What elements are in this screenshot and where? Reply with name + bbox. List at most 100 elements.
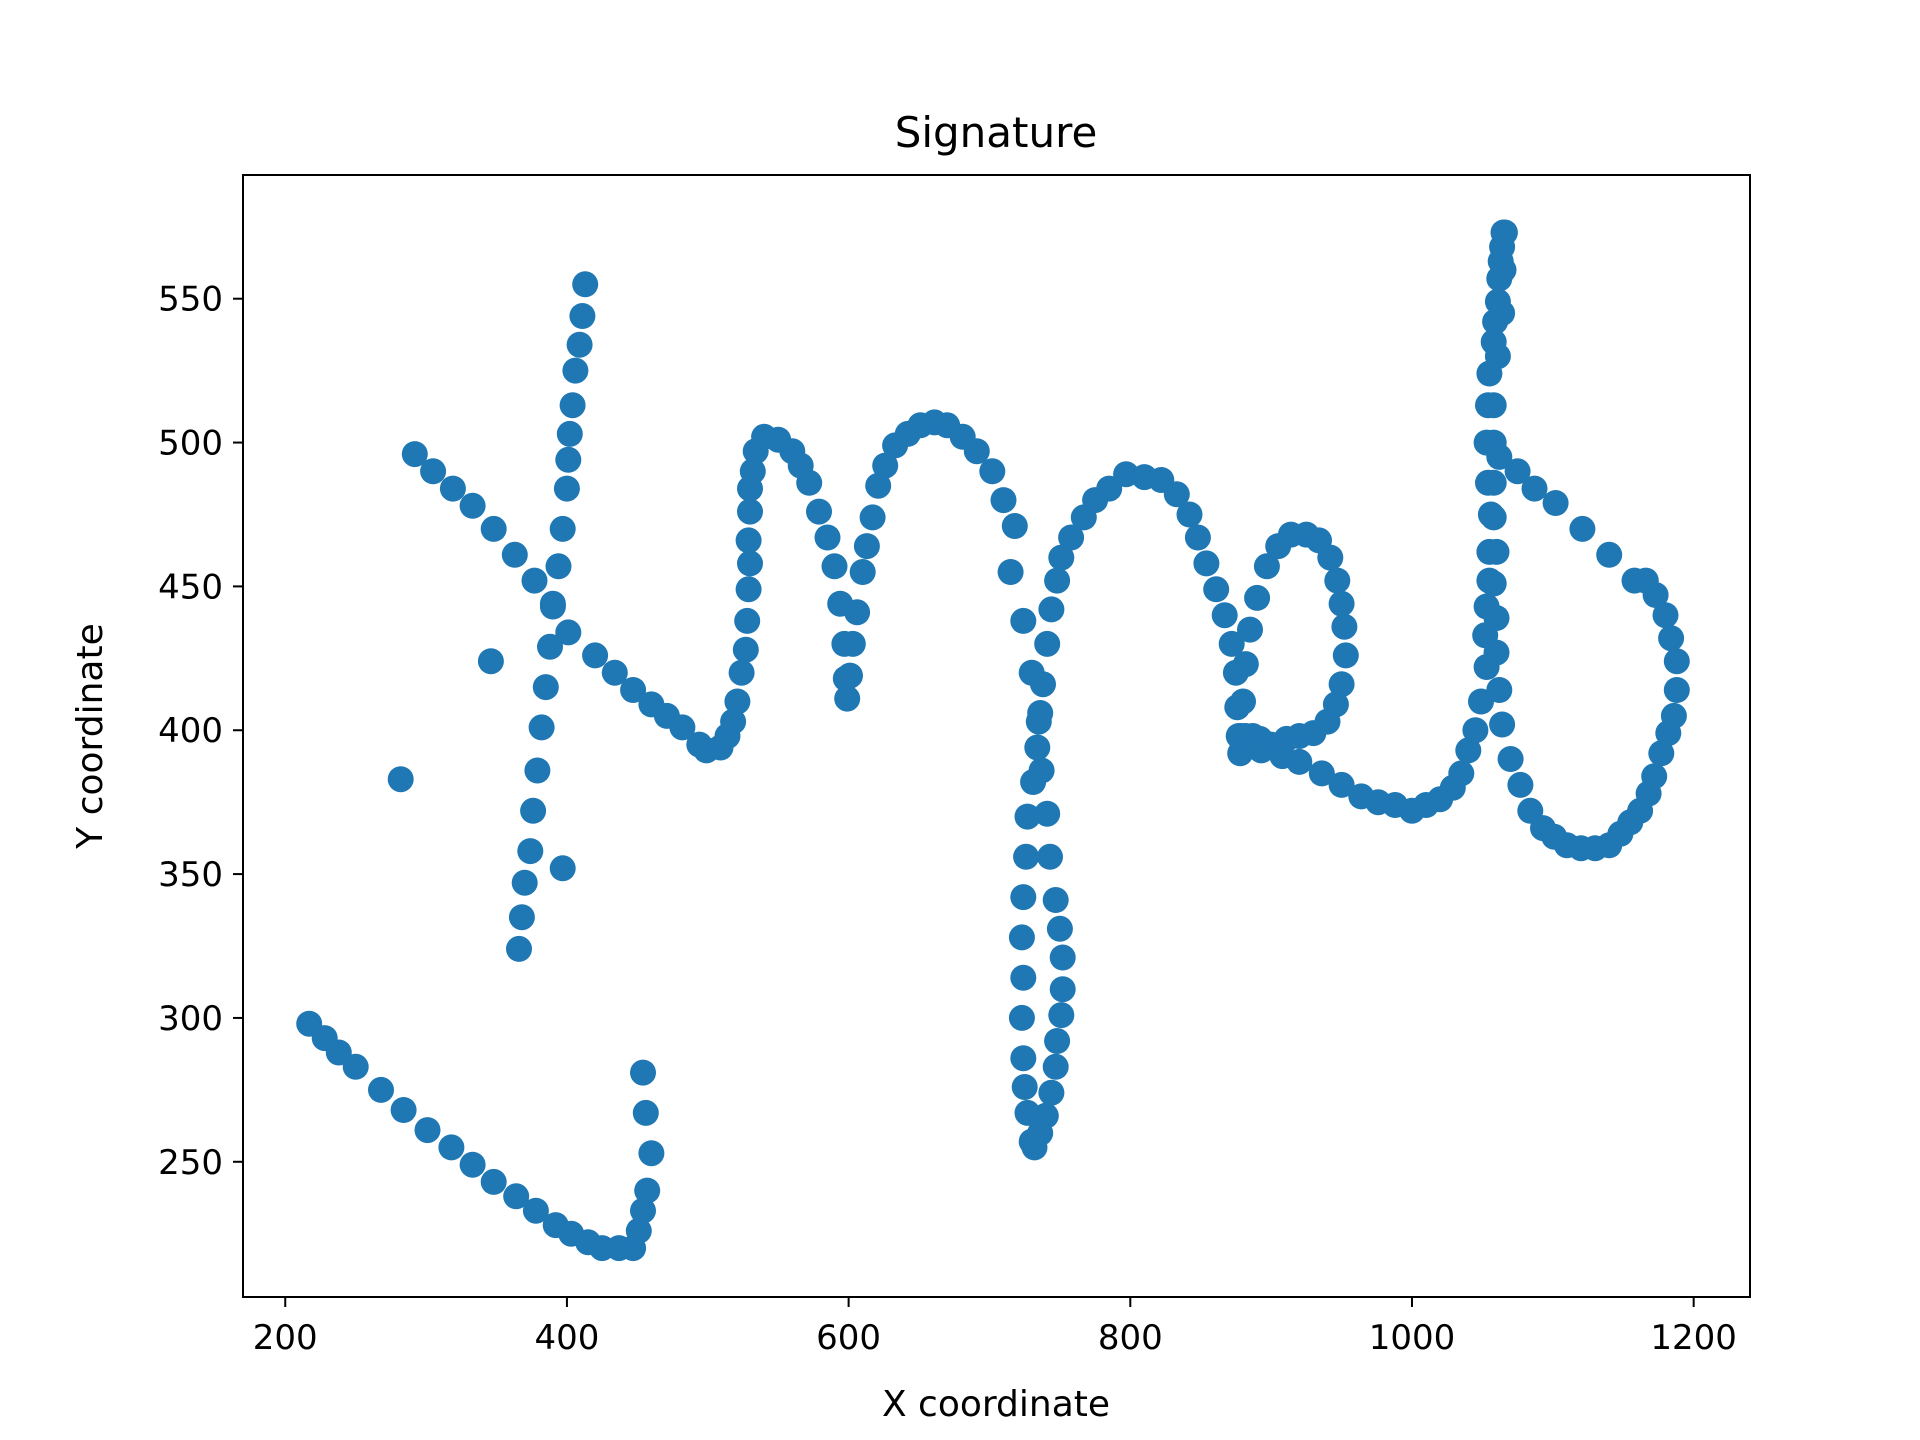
y-tick-label: 250 xyxy=(158,1143,223,1183)
data-point xyxy=(1491,219,1518,246)
data-point xyxy=(1248,737,1275,764)
data-point xyxy=(1489,300,1516,327)
data-point xyxy=(477,648,504,675)
data-point xyxy=(1331,613,1358,640)
data-point xyxy=(459,1151,486,1178)
data-point xyxy=(630,1059,656,1086)
data-point xyxy=(520,797,547,824)
data-point xyxy=(1046,915,1073,942)
data-point xyxy=(480,1168,507,1195)
data-point xyxy=(735,527,762,554)
data-point xyxy=(1286,748,1313,775)
data-point xyxy=(1203,576,1230,603)
data-point xyxy=(728,659,755,686)
data-point xyxy=(865,472,892,499)
data-point xyxy=(1024,734,1051,761)
data-point xyxy=(732,636,759,663)
data-point xyxy=(638,1140,665,1167)
x-tick-label: 1200 xyxy=(1650,1318,1737,1358)
data-point xyxy=(737,550,763,577)
data-point xyxy=(1658,625,1685,652)
data-point xyxy=(1042,887,1069,913)
data-point xyxy=(1232,651,1259,678)
data-point xyxy=(439,475,466,502)
data-point xyxy=(1455,737,1482,764)
data-point xyxy=(549,855,576,882)
data-point xyxy=(632,1099,659,1126)
data-point xyxy=(555,619,582,646)
data-point xyxy=(401,441,428,468)
data-point xyxy=(559,392,586,419)
y-axis-label: Y coordinate xyxy=(70,623,111,849)
data-point xyxy=(1521,475,1548,502)
data-point xyxy=(963,438,990,465)
data-point xyxy=(739,458,766,485)
data-point xyxy=(1014,1099,1041,1126)
data-point xyxy=(1038,596,1065,623)
data-point xyxy=(1663,677,1690,703)
data-point xyxy=(1253,553,1280,580)
data-points xyxy=(296,219,1690,1262)
data-point xyxy=(524,757,551,784)
data-point xyxy=(1596,541,1623,568)
y-axis: 250 300 350 400 450 500 550 xyxy=(158,280,243,1183)
data-point xyxy=(859,504,886,531)
data-point xyxy=(1317,544,1344,571)
data-point xyxy=(625,1217,652,1244)
data-point xyxy=(834,685,861,712)
data-point xyxy=(1193,550,1220,577)
data-point xyxy=(821,553,848,580)
data-point xyxy=(1008,1004,1035,1031)
data-point xyxy=(414,1117,441,1144)
data-point xyxy=(1641,763,1668,790)
data-point xyxy=(796,469,823,496)
data-point xyxy=(1483,538,1510,565)
data-point xyxy=(1001,513,1028,539)
data-point xyxy=(853,533,880,560)
data-point xyxy=(1569,515,1596,542)
data-point xyxy=(1497,746,1524,772)
data-point xyxy=(1014,803,1041,830)
data-point xyxy=(582,642,609,669)
x-tick-label: 800 xyxy=(1098,1318,1163,1358)
data-point xyxy=(724,688,751,715)
data-point xyxy=(508,904,535,931)
data-point xyxy=(420,458,447,485)
data-point xyxy=(979,458,1006,485)
data-point xyxy=(1034,630,1061,657)
data-point xyxy=(1237,616,1263,643)
y-tick-label: 350 xyxy=(158,855,223,895)
data-point xyxy=(634,1177,661,1204)
data-point xyxy=(556,420,583,447)
x-tick-label: 200 xyxy=(253,1318,318,1358)
data-point xyxy=(1008,924,1035,951)
data-point xyxy=(438,1134,465,1161)
data-point xyxy=(1244,584,1271,611)
data-point xyxy=(1328,590,1355,617)
data-point xyxy=(521,567,548,594)
data-point xyxy=(549,515,576,542)
data-point xyxy=(1328,771,1355,798)
data-point xyxy=(480,515,507,542)
x-tick-label: 600 xyxy=(816,1318,881,1358)
data-point xyxy=(1010,884,1037,911)
data-point xyxy=(1448,760,1475,787)
data-point xyxy=(1328,671,1355,698)
data-point xyxy=(1308,760,1335,787)
data-point xyxy=(1480,469,1507,496)
data-point xyxy=(1010,607,1037,634)
data-point xyxy=(1542,490,1569,516)
y-tick-label: 450 xyxy=(158,567,223,607)
x-tick-label: 1000 xyxy=(1369,1318,1456,1358)
data-point xyxy=(539,593,566,620)
data-point xyxy=(1037,843,1063,870)
data-point xyxy=(545,553,572,580)
data-point xyxy=(734,607,761,634)
data-point xyxy=(522,1197,549,1224)
data-point xyxy=(1018,1128,1045,1155)
data-point xyxy=(390,1097,417,1123)
data-point xyxy=(566,331,593,358)
data-point xyxy=(620,677,647,703)
data-point xyxy=(1332,642,1359,669)
